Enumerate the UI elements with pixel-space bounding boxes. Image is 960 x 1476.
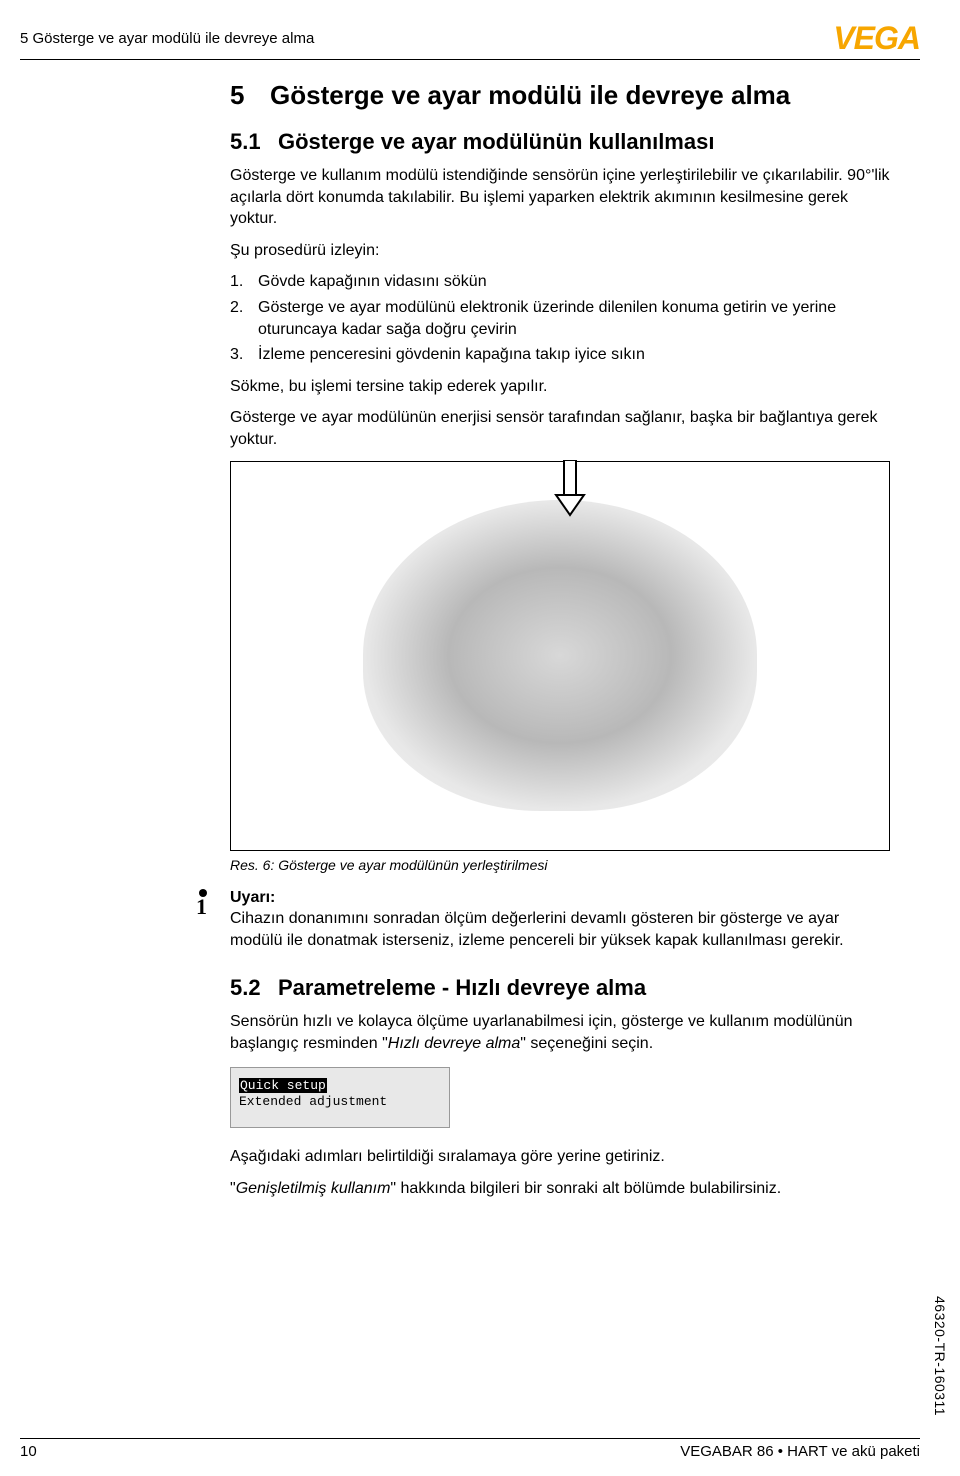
section-number: 5	[230, 80, 270, 111]
section-heading: 5Gösterge ve ayar modülü ile devreye alm…	[230, 80, 890, 111]
procedure-list: 1. Gövde kapağının vidasını sökün 2. Gös…	[230, 271, 890, 365]
paragraph: Gösterge ve ayar modülünün enerjisi sens…	[230, 407, 890, 450]
subsection-number: 5.2	[230, 975, 278, 1001]
list-text: Gösterge ve ayar modülünü elektronik üze…	[258, 297, 890, 340]
subsection-5-1-heading: 5.1Gösterge ve ayar modülünün kullanılma…	[230, 129, 890, 155]
paragraph: Aşağıdaki adımları belirtildiği sıralama…	[230, 1146, 890, 1168]
vega-logo: VEGA	[833, 20, 920, 57]
display-menu-screenshot: Quick setup Extended adjustment	[230, 1067, 450, 1129]
paragraph: Şu prosedürü izleyin:	[230, 240, 890, 262]
document-code: 46320-TR-160311	[932, 1296, 948, 1416]
subsection-title: Gösterge ve ayar modülünün kullanılması	[278, 129, 714, 154]
subsection-number: 5.1	[230, 129, 278, 155]
list-item: 3. İzleme penceresini gövdenin kapağına …	[230, 344, 890, 366]
section-title: Gösterge ve ayar modülü ile devreye alma	[270, 80, 790, 110]
figure-caption: Res. 6: Gösterge ve ayar modülünün yerle…	[230, 857, 890, 873]
paragraph: Gösterge ve kullanım modülü istendiğinde…	[230, 165, 890, 230]
page-header: 5 Gösterge ve ayar modülü ile devreye al…	[20, 20, 920, 60]
list-number: 3.	[230, 344, 258, 366]
main-content: 5Gösterge ve ayar modülü ile devreye alm…	[230, 80, 890, 1199]
subsection-5-2-heading: 5.2Parametreleme - Hızlı devreye alma	[230, 975, 890, 1001]
footer-doc-ref: VEGABAR 86 • HART ve akü paketi	[680, 1443, 920, 1460]
menu-item: Extended adjustment	[239, 1094, 441, 1111]
list-text: İzleme penceresini gövdenin kapağına tak…	[258, 344, 645, 366]
menu-item-selected: Quick setup	[239, 1078, 327, 1093]
list-item: 2. Gösterge ve ayar modülünü elektronik …	[230, 297, 890, 340]
list-item: 1. Gövde kapağının vidasını sökün	[230, 271, 890, 293]
info-note: 1 Uyarı: Cihazın donanımını sonradan ölç…	[195, 887, 890, 962]
list-text: Gövde kapağının vidasını sökün	[258, 271, 487, 293]
paragraph: Sökme, bu işlemi tersine takip ederek ya…	[230, 376, 890, 398]
list-number: 2.	[230, 297, 258, 340]
device-illustration	[363, 500, 758, 810]
header-section-label: 5 Gösterge ve ayar modülü ile devreye al…	[20, 20, 314, 47]
paragraph: "Genişletilmiş kullanım" hakkında bilgil…	[230, 1178, 890, 1200]
note-paragraph: Uyarı: Cihazın donanımını sonradan ölçüm…	[230, 887, 890, 952]
insert-arrow-icon	[550, 460, 590, 520]
figure-container	[230, 461, 890, 851]
list-number: 1.	[230, 271, 258, 293]
note-body: Cihazın donanımını sonradan ölçüm değerl…	[230, 910, 844, 949]
page-number: 10	[20, 1443, 37, 1460]
page-footer: 10 VEGABAR 86 • HART ve akü paketi	[20, 1438, 920, 1460]
note-title: Uyarı:	[230, 889, 275, 906]
info-icon: 1	[195, 887, 230, 914]
subsection-title: Parametreleme - Hızlı devreye alma	[278, 975, 646, 1000]
paragraph: Sensörün hızlı ve kolayca ölçüme uyarlan…	[230, 1011, 890, 1054]
